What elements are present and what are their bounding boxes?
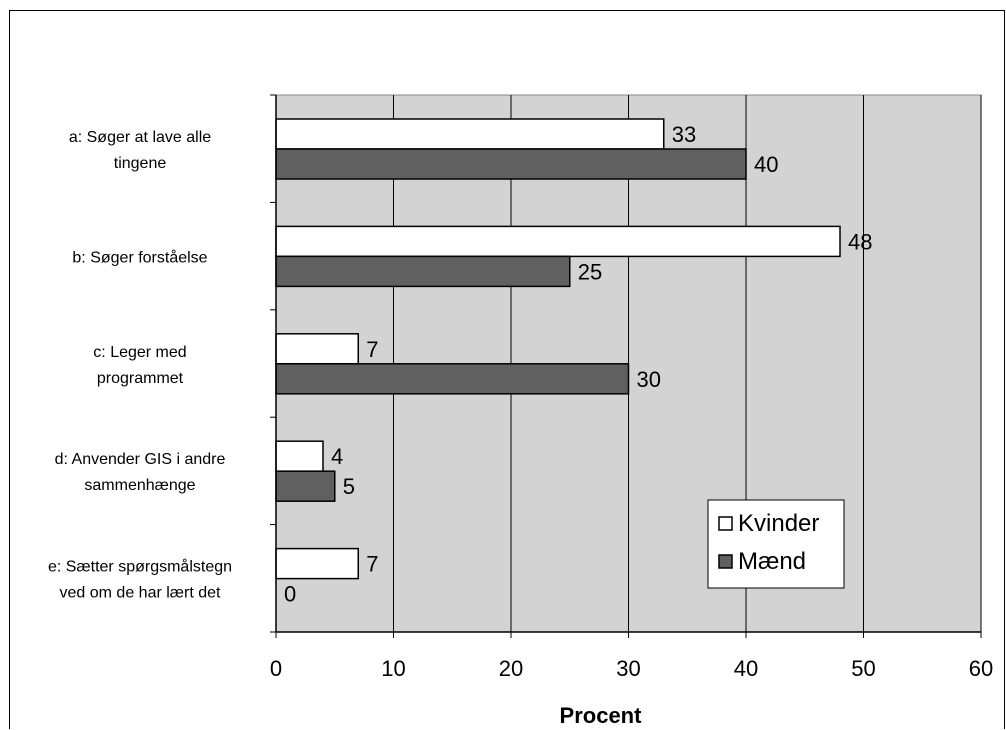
x-tick-label-2: 20 xyxy=(499,656,523,681)
bars xyxy=(275,118,841,580)
bar-maend-2 xyxy=(275,363,630,395)
legend: Kvinder Mænd xyxy=(707,499,845,589)
bar-kvinder-3 xyxy=(275,440,324,472)
value-label-kvinder-1: 48 xyxy=(848,229,872,254)
value-label-maend-3: 5 xyxy=(343,474,355,499)
x-tick-label-5: 50 xyxy=(851,656,875,681)
legend-swatch-kvinder xyxy=(718,516,733,531)
category-label-2-line-1: programmet xyxy=(97,370,184,387)
bar-maend-0 xyxy=(275,148,747,180)
legend-label-kvinder: Kvinder xyxy=(738,510,819,537)
category-label-4-line-1: ved om de har lært det xyxy=(60,585,222,602)
x-tick-label-1: 10 xyxy=(381,656,405,681)
category-label-0-line-0: a: Søger at lave alle xyxy=(69,129,211,146)
x-axis-title: Procent xyxy=(560,703,643,728)
value-label-maend-4: 0 xyxy=(284,582,296,607)
axes xyxy=(270,94,982,638)
x-tick-label-6: 60 xyxy=(969,656,993,681)
value-label-kvinder-4: 7 xyxy=(366,552,378,577)
category-label-3-line-1: sammenhænge xyxy=(84,477,195,494)
bar-kvinder-1 xyxy=(275,225,841,258)
bar-kvinder-2 xyxy=(275,333,359,365)
bar-maend-3 xyxy=(275,470,336,502)
x-tick-label-3: 30 xyxy=(616,656,640,681)
value-label-maend-2: 30 xyxy=(637,367,661,392)
category-label-0-line-1: tingene xyxy=(114,155,167,172)
value-label-maend-1: 25 xyxy=(578,259,602,284)
category-label-4-line-0: e: Sætter spørgsmålstegn xyxy=(48,558,232,576)
bar-maend-1 xyxy=(275,255,571,288)
value-label-kvinder-0: 33 xyxy=(672,122,696,147)
x-tick-label-4: 40 xyxy=(734,656,758,681)
value-label-maend-0: 40 xyxy=(754,152,778,177)
value-label-kvinder-3: 4 xyxy=(331,444,343,469)
legend-box xyxy=(707,499,845,589)
legend-label-maend: Mænd xyxy=(738,548,806,575)
x-tick-label-0: 0 xyxy=(270,656,282,681)
category-label-3-line-0: d: Anvender GIS i andre xyxy=(55,451,226,468)
category-label-2-line-0: c: Leger med xyxy=(93,344,186,361)
value-label-kvinder-2: 7 xyxy=(366,337,378,362)
category-label-1-line-0: b: Søger forståelse xyxy=(72,248,207,266)
bar-kvinder-4 xyxy=(275,547,359,580)
bar-kvinder-0 xyxy=(275,118,665,150)
legend-swatch-maend xyxy=(718,554,733,569)
